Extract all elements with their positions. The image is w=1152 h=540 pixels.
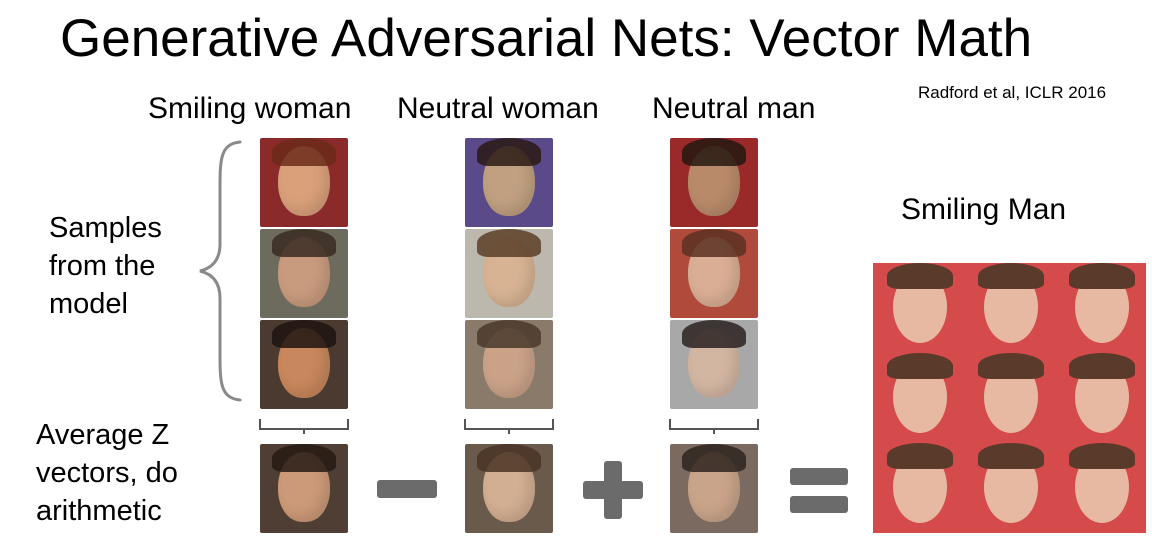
- smiling-woman-sample-2: [260, 229, 348, 318]
- average-smiling-woman: [260, 444, 348, 533]
- average-bracket-3: [669, 419, 759, 434]
- samples-label: Samples from the model: [49, 209, 162, 323]
- smiling-man-sample: [964, 353, 1055, 443]
- average-bracket-2: [464, 419, 554, 434]
- smiling-woman-sample-3: [260, 320, 348, 409]
- average-neutral-man: [670, 444, 758, 533]
- samples-label-line1: Samples: [49, 212, 162, 244]
- smiling-woman-sample-1: [260, 138, 348, 227]
- smiling-man-sample: [873, 263, 964, 353]
- average-bracket-1: [259, 419, 349, 434]
- neutral-man-sample-3: [670, 320, 758, 409]
- smiling-man-sample: [1055, 353, 1146, 443]
- average-label: Average Z vectors, do arithmetic: [36, 416, 178, 530]
- header-smiling-man: Smiling Man: [901, 193, 1067, 226]
- smiling-man-sample: [964, 443, 1055, 533]
- smiling-man-sample: [964, 263, 1055, 353]
- samples-brace: [199, 140, 242, 402]
- smiling-man-sample: [873, 443, 964, 533]
- smiling-man-sample: [1055, 263, 1146, 353]
- average-label-line3: arithmetic: [36, 495, 162, 527]
- header-smiling-woman: Smiling woman: [148, 92, 352, 125]
- slide-title: Generative Adversarial Nets: Vector Math: [60, 9, 1033, 68]
- neutral-woman-sample-1: [465, 138, 553, 227]
- smiling-man-sample: [873, 353, 964, 443]
- header-neutral-woman: Neutral woman: [397, 92, 599, 125]
- citation: Radford et al, ICLR 2016: [918, 83, 1107, 102]
- average-label-line2: vectors, do: [36, 457, 178, 489]
- smiling-man-sample: [1055, 443, 1146, 533]
- neutral-woman-sample-3: [465, 320, 553, 409]
- average-neutral-woman: [465, 444, 553, 533]
- neutral-man-sample-1: [670, 138, 758, 227]
- samples-label-line2: from the: [49, 250, 156, 282]
- average-label-line1: Average Z: [36, 419, 170, 451]
- samples-label-line3: model: [49, 288, 128, 320]
- minus-icon: [377, 480, 437, 498]
- neutral-woman-sample-2: [465, 229, 553, 318]
- neutral-man-sample-2: [670, 229, 758, 318]
- header-neutral-man: Neutral man: [652, 92, 816, 125]
